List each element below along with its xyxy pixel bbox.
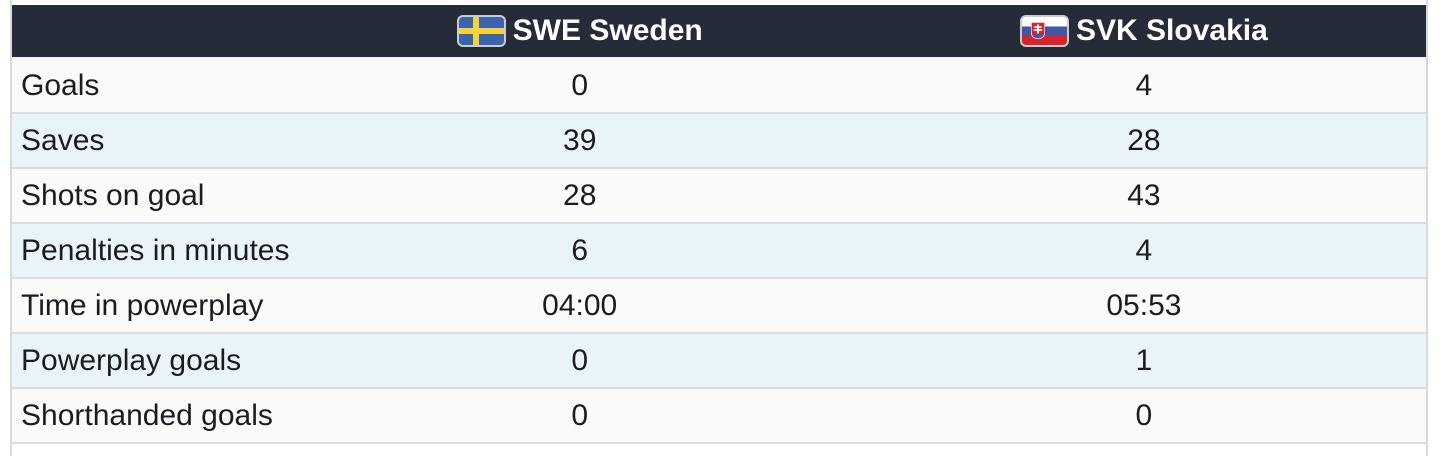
stat-value-away: 4 bbox=[861, 59, 1426, 114]
team-header-away[interactable]: SVK Slovakia bbox=[861, 5, 1426, 59]
sweden-flag-icon bbox=[456, 15, 506, 47]
table-header-row: SWE Sweden SVK Sl bbox=[12, 5, 1426, 59]
stat-label-column-header bbox=[12, 5, 298, 59]
stat-label: Penalties in minutes bbox=[12, 224, 298, 279]
stat-value-away: 43 bbox=[861, 169, 1426, 224]
stat-label: Powerplay goals bbox=[12, 334, 298, 389]
stat-value-home: 0 bbox=[297, 334, 862, 389]
stat-value-home: 6 bbox=[297, 224, 862, 279]
stat-value-home: 04:00 bbox=[297, 279, 862, 334]
card-top-spacer bbox=[12, 0, 1426, 5]
stat-value-away: 0 bbox=[861, 389, 1426, 444]
stat-row: Time in powerplay 04:00 05:53 bbox=[12, 279, 1426, 334]
stat-row: Shorthanded goals 0 0 bbox=[12, 389, 1426, 444]
stat-value-home: 28 bbox=[297, 169, 862, 224]
team-home-label: SWE Sweden bbox=[513, 14, 703, 48]
stat-value-away: 1 bbox=[861, 334, 1426, 389]
stat-row: Shots on goal 28 43 bbox=[12, 169, 1426, 224]
team-away-code: SVK bbox=[1076, 14, 1138, 47]
stat-label: Time in powerplay bbox=[12, 279, 298, 334]
stat-value-away: 05:53 bbox=[861, 279, 1426, 334]
team-away-label: SVK Slovakia bbox=[1076, 14, 1268, 48]
stat-label: Saves bbox=[12, 114, 298, 169]
stat-label: Goals bbox=[12, 59, 298, 114]
team-home-code: SWE bbox=[512, 14, 582, 47]
match-stats-table: SWE Sweden SVK Sl bbox=[12, 5, 1426, 444]
stat-row: Penalties in minutes 6 4 bbox=[12, 224, 1426, 279]
stat-value-away: 28 bbox=[861, 114, 1426, 169]
stats-table-body: Goals 0 4 Saves 39 28 Shots on goal 28 4… bbox=[12, 59, 1426, 444]
stat-value-home: 0 bbox=[297, 59, 862, 114]
slovakia-coat-of-arms-icon bbox=[1031, 22, 1045, 39]
team-header-home[interactable]: SWE Sweden bbox=[297, 5, 862, 59]
match-stats-card: SWE Sweden SVK Sl bbox=[10, 0, 1428, 456]
team-home-name: Sweden bbox=[589, 14, 703, 47]
stat-label: Shots on goal bbox=[12, 169, 298, 224]
stat-value-home: 0 bbox=[297, 389, 862, 444]
slovakia-flag-icon bbox=[1020, 15, 1069, 47]
stat-value-home: 39 bbox=[297, 114, 862, 169]
stat-row: Goals 0 4 bbox=[12, 59, 1426, 114]
stat-value-away: 4 bbox=[861, 224, 1426, 279]
stat-row: Saves 39 28 bbox=[12, 114, 1426, 169]
team-away-name: Slovakia bbox=[1146, 14, 1268, 47]
stat-row: Powerplay goals 0 1 bbox=[12, 334, 1426, 389]
stat-label: Shorthanded goals bbox=[12, 389, 298, 444]
